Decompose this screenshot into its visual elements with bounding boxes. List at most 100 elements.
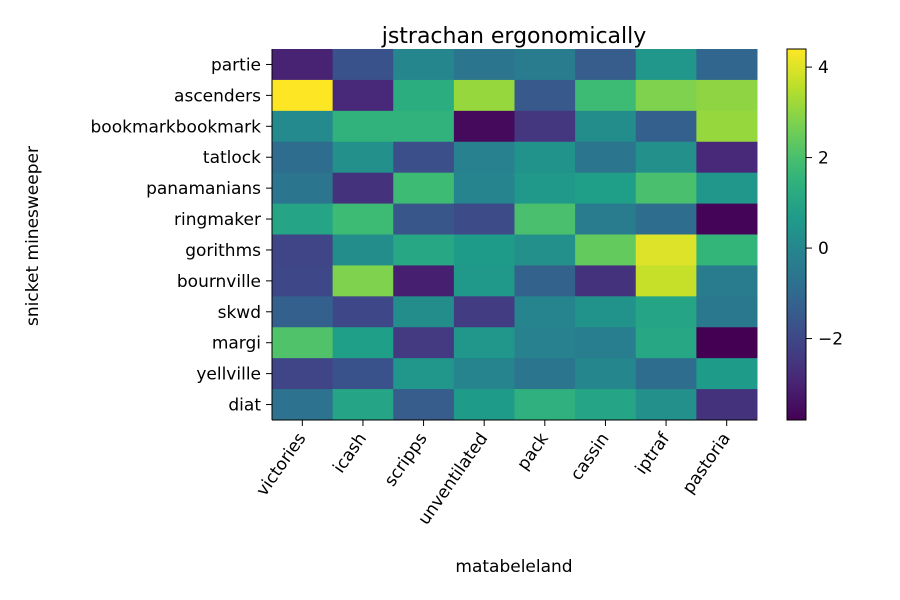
x-tick-label: icash	[329, 429, 371, 477]
heatmap-cell	[272, 327, 334, 359]
heatmap-cell	[272, 141, 334, 174]
heatmap-cell	[272, 172, 334, 205]
heatmap-cell	[453, 296, 515, 328]
heatmap-cell	[696, 296, 758, 328]
heatmap-cell	[635, 234, 697, 266]
y-tick-label: margi	[212, 334, 261, 354]
heatmap-cell	[696, 327, 758, 359]
heatmap-cell	[575, 141, 637, 174]
heatmap-cell	[575, 110, 637, 143]
y-tick-label: bournville	[177, 272, 261, 292]
heatmap-cell	[514, 389, 576, 421]
heatmap-cell	[393, 234, 455, 266]
heatmap-cell	[453, 265, 515, 297]
colorbar-tick-label: 0	[818, 239, 829, 259]
y-tick-label: tatlock	[203, 148, 261, 168]
heatmap-cell	[514, 172, 576, 205]
y-tick-label: ascenders	[174, 86, 261, 106]
heatmap-cell	[696, 172, 758, 205]
heatmap-cell	[635, 172, 697, 205]
x-tick-label: victories	[253, 429, 311, 500]
heatmap-cell	[635, 358, 697, 390]
heatmap-cell	[453, 358, 515, 390]
heatmap-cell	[514, 327, 576, 359]
heatmap-cell	[635, 79, 697, 112]
heatmap-cell	[453, 327, 515, 359]
heatmap-cell	[332, 234, 394, 266]
heatmap-cell	[332, 296, 394, 328]
colorbar-tick-label: −2	[818, 330, 843, 350]
heatmap-cell	[272, 265, 334, 297]
heatmap-cell	[393, 172, 455, 205]
heatmap-cell	[453, 49, 515, 81]
heatmap-cell	[514, 49, 576, 81]
heatmap-cell	[696, 49, 758, 81]
x-tick-label: cassin	[567, 429, 614, 484]
chart-title: jstrachan ergonomically	[381, 24, 647, 49]
x-tick-label: scripps	[381, 429, 432, 490]
colorbar	[786, 48, 807, 421]
y-axis-ticks: partie ascenders bookmarkbookmark tatlock pa…	[91, 55, 272, 416]
heatmap-cell	[453, 110, 515, 143]
heatmap-cell	[514, 203, 576, 235]
colorbar-tick-label: 2	[818, 149, 829, 169]
heatmap-cell	[453, 79, 515, 112]
heatmap-cell	[575, 327, 637, 359]
y-tick-label: yellville	[196, 365, 261, 385]
heatmap-cell	[332, 327, 394, 359]
heatmap-cell	[332, 358, 394, 390]
heatmap-cell	[272, 49, 334, 81]
heatmap-cell	[393, 265, 455, 297]
heatmap-cell	[272, 389, 334, 421]
heatmap-cell	[514, 141, 576, 174]
heatmap-cell	[272, 79, 334, 112]
y-tick-label: partie	[211, 55, 261, 75]
heatmap-cell	[635, 49, 697, 81]
heatmap-cell	[635, 296, 697, 328]
heatmap-cell	[696, 203, 758, 235]
heatmap-cell	[696, 110, 758, 143]
heatmap-cell	[575, 234, 637, 266]
heatmap-cell	[393, 296, 455, 328]
y-tick-label: bookmarkbookmark	[91, 117, 262, 137]
heatmap-cell	[332, 79, 394, 112]
heatmap-cell	[453, 234, 515, 266]
heatmap-cell	[575, 389, 637, 421]
x-axis-label: matabeleland	[455, 557, 572, 577]
y-tick-label: gorithms	[185, 241, 261, 261]
heatmap-cell	[635, 110, 697, 143]
heatmap-cell	[272, 203, 334, 235]
heatmap-cell	[332, 203, 394, 235]
heatmap-cell	[514, 296, 576, 328]
heatmap-cell	[696, 234, 758, 266]
y-tick-label: diat	[228, 396, 261, 416]
y-tick-label: ringmaker	[174, 210, 261, 230]
heatmap-cell	[514, 110, 576, 143]
heatmap-cell	[393, 358, 455, 390]
heatmap-cell	[575, 79, 637, 112]
heatmap-cell	[514, 79, 576, 112]
heatmap-cell	[393, 110, 455, 143]
heatmap-cell	[272, 358, 334, 390]
heatmap-cell	[575, 358, 637, 390]
heatmap-cell	[696, 141, 758, 174]
heatmap-cell	[575, 172, 637, 205]
colorbar-ticks: −2 0 2 4	[806, 58, 843, 350]
heatmap-cell	[393, 79, 455, 112]
heatmap-cell	[514, 265, 576, 297]
heatmap-cell	[453, 389, 515, 421]
heatmap-cell	[332, 389, 394, 421]
heatmap-cell	[332, 141, 394, 174]
heatmap-cell	[272, 234, 334, 266]
heatmap-cell	[696, 389, 758, 421]
heatmap-cell	[393, 141, 455, 174]
heatmap-cell	[393, 389, 455, 421]
heatmap-cell	[635, 389, 697, 421]
heatmap-cell	[453, 172, 515, 205]
y-tick-label: panamanians	[146, 179, 261, 199]
heatmap-cell	[575, 49, 637, 81]
heatmap-cell	[696, 358, 758, 390]
heatmap-cell	[635, 203, 697, 235]
heatmap-cell	[272, 110, 334, 143]
